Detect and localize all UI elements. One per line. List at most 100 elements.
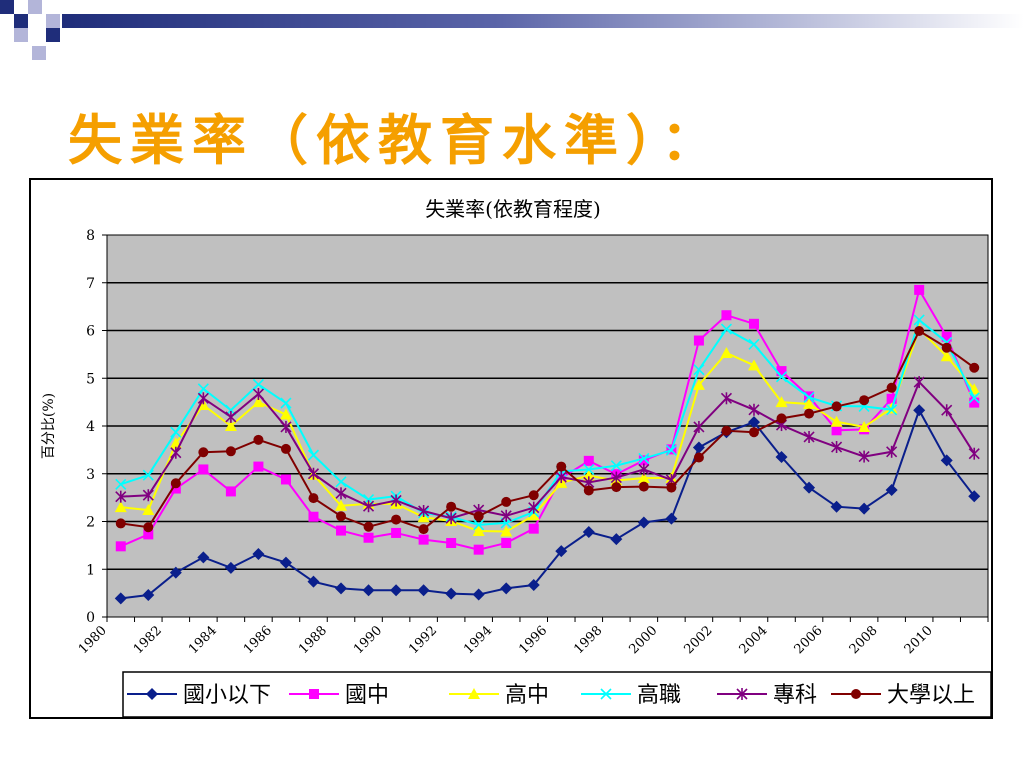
data-point	[143, 529, 154, 540]
deco-square	[0, 0, 14, 14]
data-point	[914, 284, 925, 295]
data-point	[115, 490, 127, 503]
data-point	[390, 584, 403, 597]
data-point	[500, 525, 513, 537]
data-point	[693, 335, 704, 346]
data-point	[500, 582, 513, 595]
data-point	[804, 408, 815, 419]
x-tick-label: 2000	[626, 623, 660, 657]
data-point	[308, 511, 319, 522]
data-point	[941, 331, 952, 342]
data-point	[666, 482, 677, 493]
data-point	[858, 502, 871, 515]
data-point	[307, 467, 320, 480]
legend-marker	[736, 688, 748, 700]
data-point	[391, 514, 402, 525]
x-tick-label: 1998	[571, 623, 605, 657]
data-point	[142, 504, 155, 516]
data-point	[748, 427, 759, 438]
legend-marker	[600, 688, 612, 700]
series-line	[120, 407, 976, 600]
y-tick-label: 6	[86, 324, 95, 340]
data-point	[417, 584, 430, 597]
data-point	[803, 398, 816, 410]
data-point	[610, 460, 622, 472]
data-point	[858, 420, 871, 432]
y-tick-label: 5	[86, 371, 95, 387]
data-point	[446, 537, 457, 548]
x-tick-label: 1982	[131, 623, 165, 657]
data-point	[776, 413, 787, 424]
data-point	[473, 511, 484, 522]
y-tick-label: 8	[86, 228, 95, 244]
data-point	[886, 382, 897, 393]
data-point	[692, 441, 705, 454]
legend-marker	[468, 688, 480, 699]
legend-label: 高職	[637, 683, 681, 708]
data-point	[858, 450, 870, 463]
series-line	[120, 327, 976, 533]
data-point	[363, 532, 374, 543]
data-point	[665, 512, 678, 525]
data-point	[886, 445, 898, 458]
x-tick-label: 1994	[461, 623, 495, 657]
data-point	[969, 397, 980, 408]
data-point	[885, 483, 898, 496]
data-point	[472, 525, 485, 537]
data-point	[913, 376, 925, 389]
data-point	[610, 533, 623, 546]
data-point	[225, 486, 236, 497]
y-tick-label: 3	[86, 467, 95, 483]
data-point	[252, 547, 265, 560]
data-point	[114, 592, 127, 605]
deco-square	[46, 28, 60, 42]
x-tick-label: 1992	[406, 623, 440, 657]
data-point	[913, 314, 925, 326]
deco-square	[14, 28, 28, 42]
data-point	[528, 523, 539, 534]
data-point	[336, 525, 347, 536]
data-point	[390, 494, 402, 507]
data-point	[335, 476, 347, 488]
data-point	[720, 323, 733, 335]
data-point	[445, 587, 458, 600]
data-point	[501, 537, 512, 548]
data-point	[638, 463, 650, 476]
y-tick-label: 2	[86, 515, 95, 531]
legend-label: 國小以下	[183, 683, 271, 708]
x-tick-label: 1996	[516, 623, 550, 657]
data-point	[583, 455, 594, 466]
data-point	[610, 471, 622, 484]
data-point	[280, 443, 291, 454]
legend: 國小以下 國中 高中 高職 專科 大學以上	[122, 671, 991, 717]
data-point	[115, 518, 126, 529]
data-point	[638, 452, 650, 465]
slide-title: 失業率（依教育水準）：	[68, 109, 723, 172]
data-point	[748, 403, 760, 416]
data-point	[747, 359, 760, 371]
x-tick-label: 1986	[241, 623, 275, 657]
data-point	[418, 504, 430, 517]
data-point	[748, 318, 759, 329]
data-point	[831, 441, 843, 454]
data-point	[693, 452, 704, 463]
data-point	[391, 527, 402, 538]
data-point	[555, 545, 568, 558]
data-point	[638, 455, 649, 466]
data-point	[913, 404, 926, 417]
deco-square	[32, 46, 46, 60]
data-point	[831, 401, 842, 412]
data-point	[775, 451, 788, 464]
grid-lines	[107, 282, 988, 570]
data-point	[941, 342, 952, 353]
data-point	[969, 362, 980, 373]
data-point	[252, 388, 264, 401]
data-point	[803, 481, 816, 494]
data-point	[803, 391, 815, 403]
corner-decoration	[0, 0, 1024, 60]
data-point	[142, 469, 154, 481]
data-point	[225, 410, 237, 423]
data-point	[142, 589, 155, 602]
data-point	[307, 575, 320, 588]
